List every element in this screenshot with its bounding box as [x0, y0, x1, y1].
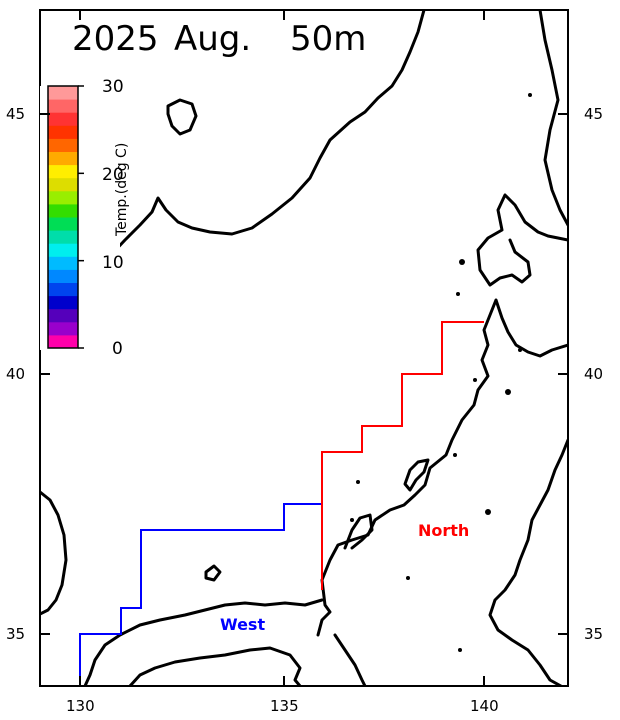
small-island-coast	[166, 98, 198, 136]
island-dot	[485, 509, 491, 515]
colorbar-segment	[48, 217, 78, 231]
north-region-boundary	[321, 321, 484, 590]
colorbar-segment	[48, 86, 78, 100]
honshu-coastline	[316, 298, 568, 686]
island-dot	[406, 576, 410, 580]
colorbar-segment	[48, 243, 78, 257]
x-tick-label-140: 140	[470, 697, 499, 715]
island-dot	[456, 292, 460, 296]
colorbar-title: Temp.(deg C)	[114, 143, 130, 237]
island-dot	[505, 389, 511, 395]
colorbar-segment	[48, 321, 78, 336]
colorbar-segment	[48, 112, 78, 126]
colorbar-tick-0: 0	[112, 339, 123, 359]
colorbar-segment	[48, 334, 78, 349]
title-depth: 50m	[290, 19, 366, 59]
shikoku-coastline	[128, 633, 367, 686]
colorbar-segment	[48, 256, 78, 270]
chugoku-coastline	[83, 598, 324, 686]
map-title: 2025 Aug. 50m	[72, 19, 366, 59]
title-month: Aug.	[174, 19, 251, 59]
colorbar-segment	[48, 230, 78, 244]
island-dot	[453, 453, 457, 457]
map-frame	[39, 9, 569, 687]
korea-coastline	[40, 490, 68, 616]
colorbar-segment	[48, 203, 78, 218]
x-tick-label-135: 135	[270, 697, 299, 715]
y-tick-label-right-40: 40	[584, 365, 603, 383]
colorbar-segment	[48, 151, 78, 166]
island-dot	[458, 648, 462, 652]
y-tick-label-left-35: 35	[6, 625, 25, 643]
oki-islands-coast	[204, 564, 222, 582]
x-tick-label-130: 130	[66, 697, 95, 715]
island-dot	[350, 518, 354, 522]
colorbar-segment	[48, 308, 78, 323]
north-region-label: North	[418, 521, 469, 540]
colorbar-segment	[48, 190, 78, 205]
sado-coast	[403, 458, 430, 492]
west-region-boundary	[79, 503, 323, 686]
y-tick-label-right-35: 35	[584, 625, 603, 643]
island-dot	[356, 480, 360, 484]
colorbar-segment	[48, 125, 78, 139]
colorbar-segment	[48, 99, 78, 113]
colorbar-segment	[48, 295, 78, 310]
y-tick-label-right-45: 45	[584, 105, 603, 123]
colorbar-segment	[48, 177, 78, 192]
colorbar-tick-10: 10	[102, 253, 124, 273]
island-dot	[473, 378, 477, 382]
island-dot	[518, 348, 522, 352]
axis-ticks	[40, 10, 568, 686]
colorbar-segment	[48, 164, 78, 179]
y-tick-label-left-45: 45	[6, 105, 25, 123]
colorbar-segment	[48, 282, 78, 297]
colorbar-segment	[48, 138, 78, 152]
colorbar-tick-30: 30	[102, 77, 124, 97]
colorbar-frame	[47, 85, 79, 349]
colorbar-segment	[48, 269, 78, 283]
title-year: 2025	[72, 19, 159, 59]
hokkaido-coastline	[476, 10, 568, 287]
colorbar	[40, 85, 120, 350]
island-dot	[528, 93, 532, 97]
west-region-label: West	[220, 615, 265, 634]
noto-coast	[343, 513, 374, 550]
y-tick-label-left-40: 40	[6, 365, 25, 383]
island-dot	[459, 259, 465, 265]
colorbar-tick-20: 20	[102, 165, 124, 185]
